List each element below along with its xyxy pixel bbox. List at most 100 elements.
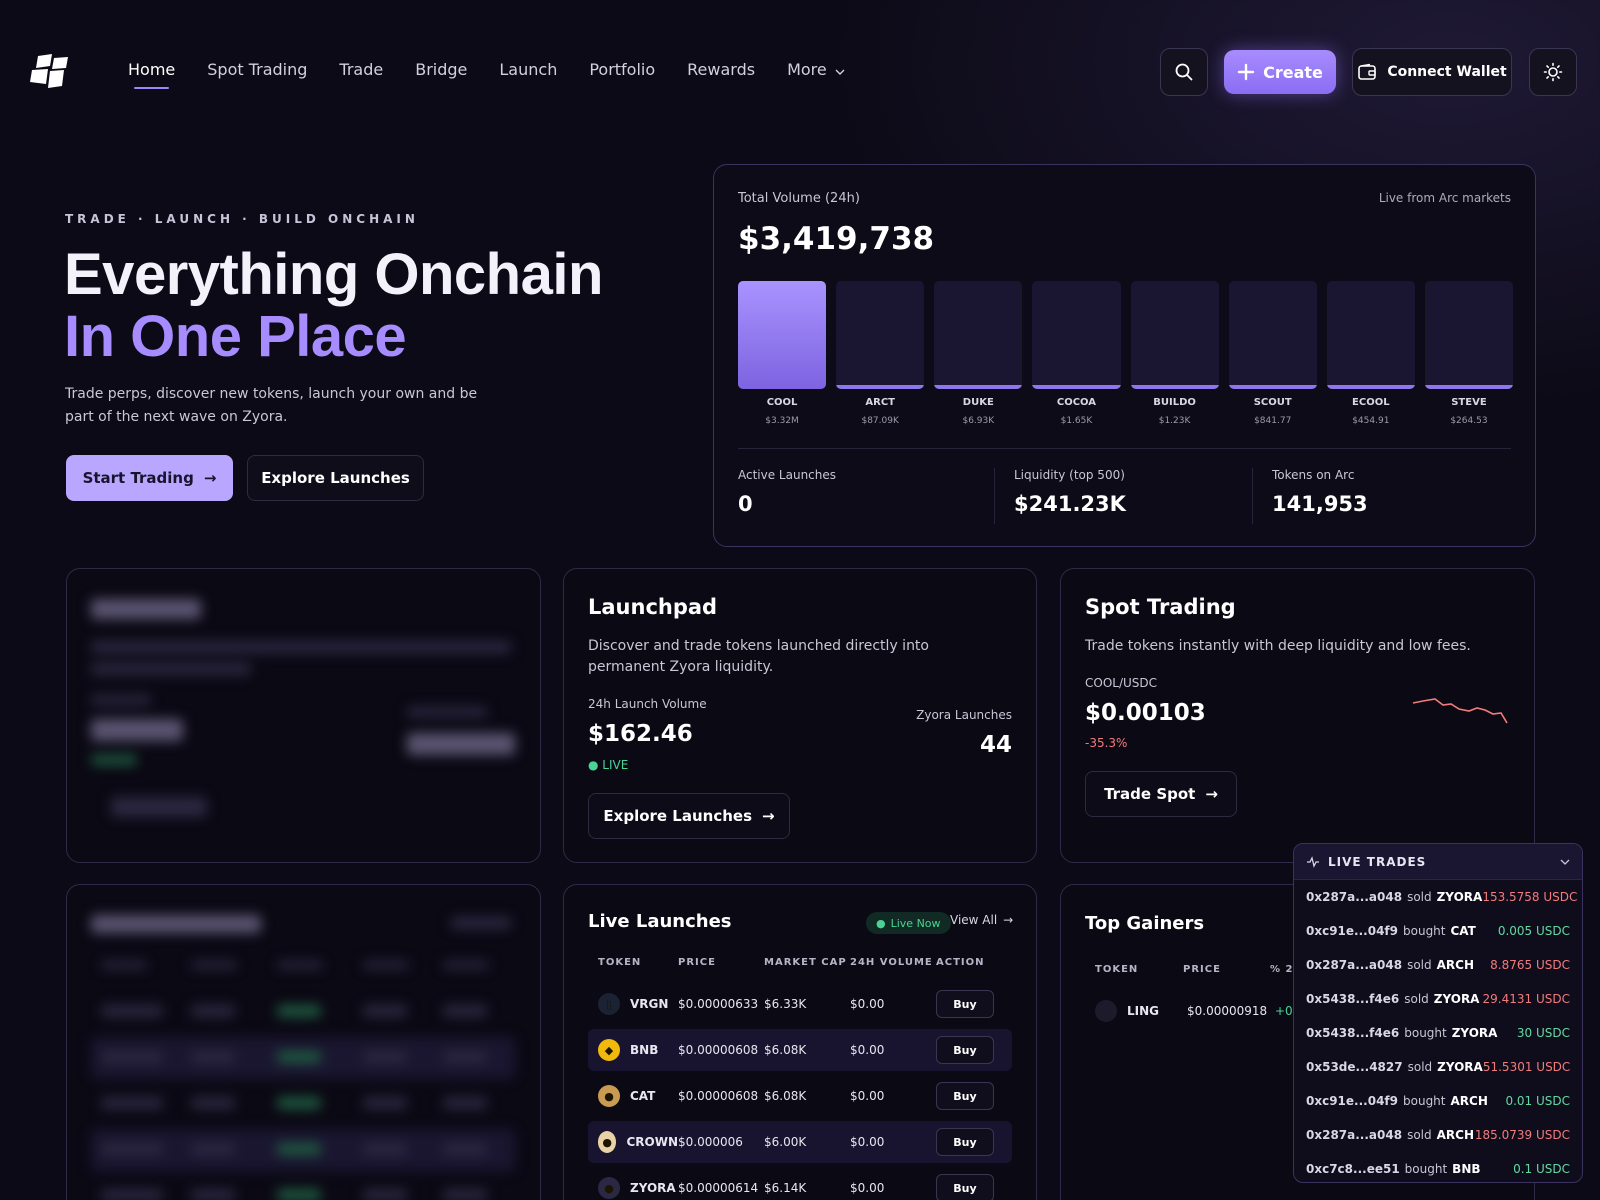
- buy-button[interactable]: Buy: [936, 990, 994, 1018]
- trade-row[interactable]: 0x53de...4827 sold ZYORA 51.5301 USDC: [1294, 1050, 1582, 1084]
- nav-item-label: Launch: [499, 60, 558, 79]
- table-row[interactable]: ▯ VRGN $0.00000633 $6.33K $0.00 Buy: [588, 983, 1012, 1025]
- chevron-down-icon: [1560, 859, 1570, 865]
- trader-address: 0x287a...a048: [1306, 1128, 1403, 1142]
- trader-address: 0x5438...f4e6: [1306, 992, 1400, 1006]
- volume-bar-arct[interactable]: ARCT $87.09K: [836, 281, 925, 426]
- bar-token-volume: $3.32M: [765, 416, 799, 426]
- blur-cell: [191, 1143, 235, 1155]
- blur-cell: [191, 1005, 235, 1017]
- trade-row[interactable]: 0x287a...a048 sold ARCH 185.0739 USDC: [1294, 1118, 1582, 1152]
- table-row[interactable]: ● ZYORA $0.00000614 $6.14K $0.00 Buy: [588, 1167, 1012, 1200]
- live-launches-card: Live Launches ● Live Now View All → TOKE…: [563, 884, 1037, 1200]
- nav-item-home[interactable]: Home: [128, 60, 176, 89]
- trade-amount: 29.4131 USDC: [1482, 992, 1570, 1006]
- trade-row[interactable]: 0xc7c8...ee51 bought BNB 0.1 USDC: [1294, 1152, 1582, 1182]
- volume-bar-cool[interactable]: COOL $3.32M: [738, 281, 827, 426]
- perpetuals-card[interactable]: [66, 568, 541, 863]
- trader-address: 0xc91e...04f9: [1306, 924, 1398, 938]
- nav-item-label: Home: [128, 60, 176, 79]
- trade-row[interactable]: 0x5438...f4e6 sold ZYORA 29.4131 USDC: [1294, 982, 1582, 1016]
- blur-header: [101, 961, 147, 969]
- create-button[interactable]: Create: [1224, 50, 1336, 94]
- trade-spot-button[interactable]: Trade Spot →: [1085, 771, 1237, 817]
- theme-toggle-button[interactable]: [1529, 48, 1577, 96]
- spot-price: $0.00103: [1085, 700, 1206, 726]
- token-name: CAT: [630, 1089, 656, 1103]
- nav-item-launch[interactable]: Launch: [499, 60, 557, 79]
- token-cell: ● CROWN: [588, 1131, 678, 1153]
- token-price: $0.00000918: [1187, 1004, 1268, 1018]
- trade-row[interactable]: 0xc91e...04f9 bought ARCH 0.01 USDC: [1294, 1084, 1582, 1118]
- bar-fill: [1032, 385, 1121, 389]
- top-gainers-title: Top Gainers: [1085, 913, 1205, 934]
- buy-button[interactable]: Buy: [936, 1174, 994, 1200]
- start-trading-button[interactable]: Start Trading →: [66, 455, 233, 501]
- hero-explore-launches-button[interactable]: Explore Launches: [247, 455, 424, 501]
- volume-bar-steve[interactable]: STEVE $264.53: [1424, 281, 1513, 426]
- nav-item-portfolio[interactable]: Portfolio: [589, 60, 655, 79]
- token-mcap: $6.33K: [764, 997, 807, 1011]
- trade-row[interactable]: 0x287a...a048 sold ARCH 8.8765 USDC: [1294, 948, 1582, 982]
- search-button[interactable]: [1160, 48, 1208, 96]
- blur-cell: [101, 1005, 163, 1017]
- stat-label: Active Launches: [738, 468, 837, 482]
- trade-token: ARCH: [1436, 958, 1474, 972]
- bar-token-volume: $264.53: [1450, 416, 1488, 426]
- trade-amount: 185.0739 USDC: [1474, 1128, 1570, 1142]
- token-cell: ▯ VRGN: [588, 993, 678, 1015]
- view-all-link[interactable]: View All →: [950, 913, 1013, 927]
- nav-item-more[interactable]: More: [787, 60, 845, 79]
- live-trades-list: 0x287a...a048 sold ZYORA 153.5758 USDC 0xc91…: [1294, 880, 1582, 1182]
- token-volume: $0.00: [850, 1043, 885, 1057]
- table-row[interactable]: ◆ BNB $0.00000608 $6.08K $0.00 Buy: [588, 1029, 1012, 1071]
- trade-action: sold: [1407, 1060, 1433, 1074]
- nav-item-rewards[interactable]: Rewards: [687, 60, 755, 79]
- blur-header: [363, 961, 409, 969]
- plus-icon: [1237, 63, 1255, 81]
- trader-address: 0x287a...a048: [1306, 890, 1403, 904]
- trade-amount: 30 USDC: [1516, 1026, 1570, 1040]
- token-price: $0.00000614: [678, 1181, 759, 1195]
- zyora-logo[interactable]: [28, 52, 72, 90]
- bar-token-name: SCOUT: [1253, 397, 1292, 408]
- launchpad-explore-button[interactable]: Explore Launches →: [588, 793, 790, 839]
- perps-markets-card: [66, 884, 541, 1200]
- spot-trading-card: Spot Trading Trade tokens instantly with…: [1060, 568, 1535, 863]
- buy-button[interactable]: Buy: [936, 1082, 994, 1110]
- spot-sparkline: [1412, 698, 1508, 724]
- volume-bar-ecool[interactable]: ECOOL $454.91: [1326, 281, 1415, 426]
- bar-token-volume: $87.09K: [861, 416, 899, 426]
- volume-bar-duke[interactable]: DUKE $6.93K: [934, 281, 1023, 426]
- nav-item-label: Spot Trading: [207, 60, 308, 79]
- blur-cell: [277, 1005, 321, 1017]
- trade-row[interactable]: 0x287a...a048 sold ZYORA 153.5758 USDC: [1294, 880, 1582, 914]
- buy-button[interactable]: Buy: [936, 1036, 994, 1064]
- nav-item-trade[interactable]: Trade: [339, 60, 383, 79]
- blur-cell: [101, 1097, 163, 1109]
- buy-button[interactable]: Buy: [936, 1128, 994, 1156]
- trade-row[interactable]: 0x5438...f4e6 bought ZYORA 30 USDC: [1294, 1016, 1582, 1050]
- trade-amount: 0.1 USDC: [1513, 1162, 1570, 1176]
- blur-header: [443, 961, 489, 969]
- column-header: PRICE: [1183, 964, 1221, 975]
- live-trades-header[interactable]: LIVE TRADES: [1294, 844, 1582, 880]
- volume-bar-buildo[interactable]: BUILDO $1.23K: [1130, 281, 1219, 426]
- table-row[interactable]: ● CROWN $0.000006 $6.00K $0.00 Buy: [588, 1121, 1012, 1163]
- bar-token-name: ECOOL: [1352, 397, 1390, 408]
- connect-wallet-button[interactable]: Connect Wallet: [1352, 48, 1512, 96]
- launchpad-description: Discover and trade tokens launched direc…: [588, 638, 929, 675]
- volume-bar-cocoa[interactable]: COCOA $1.65K: [1032, 281, 1121, 426]
- trade-amount: 0.01 USDC: [1505, 1094, 1570, 1108]
- bar-token-name: COOL: [766, 397, 798, 408]
- table-row[interactable]: ● CAT $0.00000608 $6.08K $0.00 Buy: [588, 1075, 1012, 1117]
- nav-item-bridge[interactable]: Bridge: [415, 60, 467, 79]
- blur-cell: [191, 1051, 235, 1063]
- volume-bar-scout[interactable]: SCOUT $841.77: [1228, 281, 1317, 426]
- spot-pair: COOL/USDC: [1085, 676, 1158, 690]
- nav-item-spot-trading[interactable]: Spot Trading: [207, 60, 307, 79]
- trader-address: 0xc7c8...ee51: [1306, 1162, 1400, 1176]
- total-volume-card: Total Volume (24h) Live from Arc markets…: [713, 164, 1536, 547]
- trade-row[interactable]: 0xc91e...04f9 bought CAT 0.005 USDC: [1294, 914, 1582, 948]
- chevron-down-icon: [835, 60, 845, 79]
